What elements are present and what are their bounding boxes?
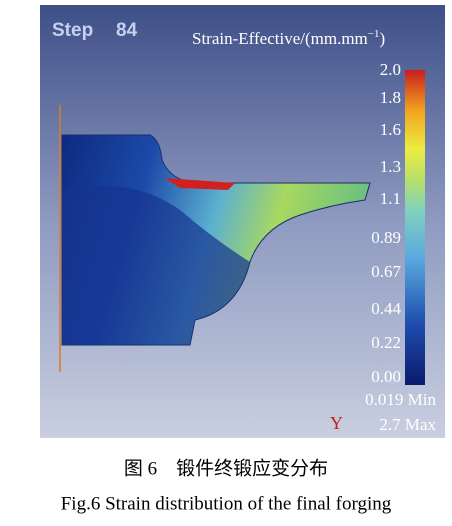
colorbar-tick-label: 1.1 <box>380 189 401 208</box>
colorbar-ticks: 2.0 1.8 1.6 1.3 1.1 0.89 0.67 0.44 0.22 0.00 <box>371 60 401 386</box>
colorbar-title: Strain-Effective/(mm.mm−1) <box>192 28 385 48</box>
colorbar-tick-label: 1.8 <box>380 88 401 107</box>
high-strain-region <box>165 178 235 190</box>
caption-cn: 图 6 锻件终锻应变分布 <box>124 457 328 479</box>
caption-en: Fig.6 Strain distribution of the final f… <box>61 493 392 514</box>
colorbar-title-end: ) <box>380 29 386 48</box>
colorbar-tick-label: 0.44 <box>371 299 401 318</box>
max-label: 2.7 Max <box>379 415 436 434</box>
colorbar-tick-label: 0.67 <box>371 262 401 281</box>
axis-label: Y <box>330 413 343 433</box>
colorbar-tick-label: 0.00 <box>371 367 401 386</box>
colorbar-tick-label: 1.6 <box>380 120 401 139</box>
min-label: 0.019 Min <box>365 390 436 409</box>
colorbar-title-main: Strain-Effective/(mm.mm <box>192 29 368 48</box>
step-label: Step <box>52 20 93 41</box>
colorbar-tick-label: 0.22 <box>371 333 401 352</box>
colorbar-tick-label: 1.3 <box>380 157 401 176</box>
colorbar-tick-label: 2.0 <box>380 60 401 79</box>
step-number: 84 <box>116 20 138 41</box>
low-strain-region <box>62 185 250 345</box>
colorbar <box>405 70 425 385</box>
colorbar-title-sup: −1 <box>368 28 380 40</box>
colorbar-tick-label: 0.89 <box>371 228 401 247</box>
